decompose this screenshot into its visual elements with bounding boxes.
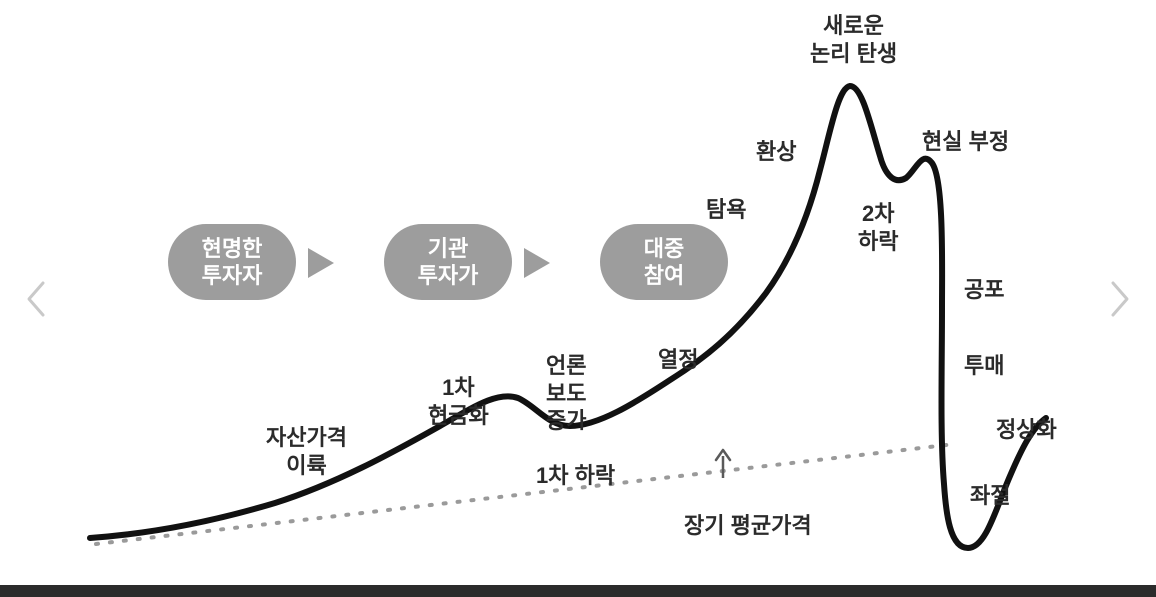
prev-button[interactable] (14, 277, 58, 321)
chart-label-normalization: 정상화 (996, 416, 1057, 444)
phase-arrow-icon (524, 248, 550, 278)
phase-pill-institutional-investor: 기관 투자가 (384, 224, 512, 300)
chart-label-greed: 탐욕 (706, 196, 746, 224)
chart-label-delusion: 환상 (756, 138, 796, 166)
chart-label-first-cashout: 1차 현금화 (428, 374, 489, 429)
chart-label-enthusiasm: 열정 (658, 346, 698, 374)
market-psychology-chart: 현명한 투자자 기관 투자가 대중 참여 자산가격 이륙 1차 현금화 언론 보도 증가… (80, 8, 1076, 578)
trend-up-arrow-icon (716, 450, 730, 478)
chart-label-new-paradigm: 새로운 논리 탄생 (810, 12, 897, 67)
chart-label-fear: 공포 (964, 276, 1004, 304)
chart-label-media-coverage: 언론 보도 증가 (546, 352, 586, 435)
image-frame: 현명한 투자자 기관 투자가 대중 참여 자산가격 이륙 1차 현금화 언론 보도 증가… (0, 0, 1156, 597)
phase-pill-public-participation: 대중 참여 (600, 224, 728, 300)
mean-trend-line (96, 444, 955, 544)
phase-pill-smart-investor: 현명한 투자자 (168, 224, 296, 300)
chart-label-first-drop: 1차 하락 (536, 462, 615, 490)
chart-label-asset-price-takeoff: 자산가격 이륙 (266, 424, 347, 479)
chart-label-capitulation: 투매 (964, 352, 1004, 380)
chart-label-denial: 현실 부정 (922, 128, 1009, 156)
chevron-right-icon (1107, 279, 1133, 319)
chart-label-mean-price: 장기 평균가격 (684, 512, 812, 540)
next-button[interactable] (1098, 277, 1142, 321)
chart-label-second-drop: 2차 하락 (858, 200, 898, 255)
bottom-bar (0, 585, 1156, 597)
chevron-left-icon (23, 279, 49, 319)
chart-label-despair: 좌절 (970, 482, 1010, 510)
phase-arrow-icon (308, 248, 334, 278)
